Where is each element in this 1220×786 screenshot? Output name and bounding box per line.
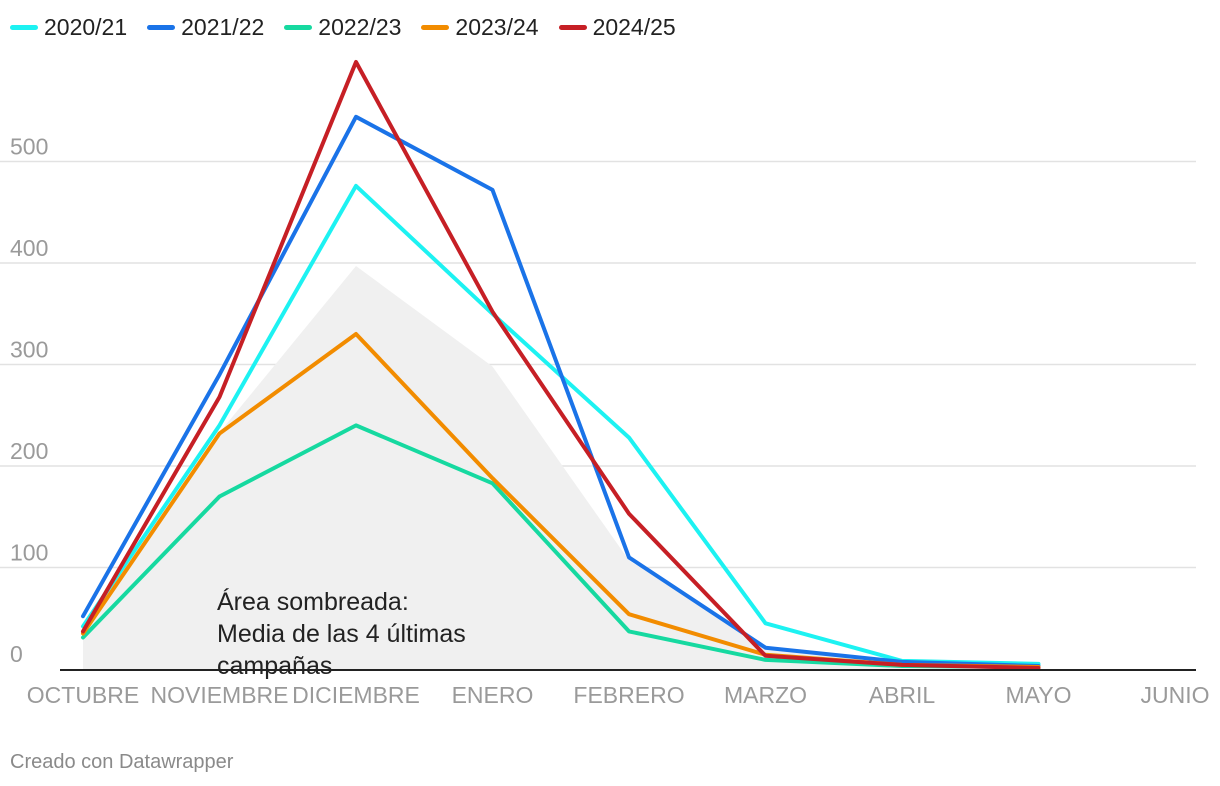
legend-swatch — [284, 25, 313, 30]
y-tick-label: 400 — [10, 235, 48, 261]
y-tick-label: 300 — [10, 337, 48, 363]
y-tick-label: 500 — [10, 134, 48, 160]
x-tick-label: NOVIEMBRE — [150, 682, 288, 708]
legend-swatch — [10, 25, 38, 30]
x-tick-label: ABRIL — [869, 682, 936, 708]
y-tick-label: 0 — [10, 641, 23, 667]
x-tick-label: MAYO — [1005, 682, 1071, 708]
annotation-group: Área sombreada: Media de las 4 últimas cam… — [217, 587, 466, 680]
line-chart: 0 100 200 300 400 500 OCTUBRE NOVIEMBRE DICIEMB… — [0, 60, 1210, 708]
series-line-2021-22 — [81, 114, 1041, 668]
y-tick-label: 100 — [10, 540, 48, 566]
shaded-area-group — [83, 266, 1039, 669]
x-tick-label: DICIEMBRE — [292, 682, 420, 708]
x-tick-label: MARZO — [724, 682, 807, 708]
legend-label: 2021/22 — [181, 14, 265, 40]
x-tick-label: OCTUBRE — [27, 682, 139, 708]
legend-swatch — [558, 25, 587, 30]
legend-item-2024-25: 2024/25 — [558, 14, 676, 41]
annotation-line: Media de las 4 últimas — [217, 620, 466, 648]
shaded-average-area — [83, 266, 1039, 669]
legend-swatch — [421, 25, 450, 30]
x-tick-label: ENERO — [452, 682, 534, 708]
annotation-line: campañas — [217, 652, 332, 680]
x-tick-label: FEBRERO — [573, 682, 684, 708]
series-line-2024-25 — [81, 60, 1041, 670]
legend-item-2022-23: 2022/23 — [284, 14, 401, 41]
legend-item-2023-24: 2023/24 — [421, 14, 539, 41]
legend-item-2020-21: 2020/21 — [10, 14, 127, 41]
y-tick-label: 200 — [10, 438, 48, 464]
annotation-line: Área sombreada: — [217, 587, 409, 616]
x-tick-label: JUNIO — [1141, 682, 1210, 708]
legend-swatch — [147, 25, 176, 30]
legend-label: 2020/21 — [44, 14, 128, 40]
chart-credit: Creado con Datawrapper — [10, 751, 234, 773]
legend-label: 2023/24 — [455, 14, 539, 40]
axes: OCTUBRE NOVIEMBRE DICIEMBRE ENERO FEBRERO MAR… — [27, 669, 1210, 708]
legend-label: 2022/23 — [318, 14, 402, 40]
chart-legend: 2020/21 2021/22 2022/23 2023/24 2024/25 — [10, 14, 676, 41]
legend-label: 2024/25 — [592, 14, 676, 40]
series-lines — [81, 60, 1041, 670]
legend-item-2021-22: 2021/22 — [147, 14, 264, 41]
